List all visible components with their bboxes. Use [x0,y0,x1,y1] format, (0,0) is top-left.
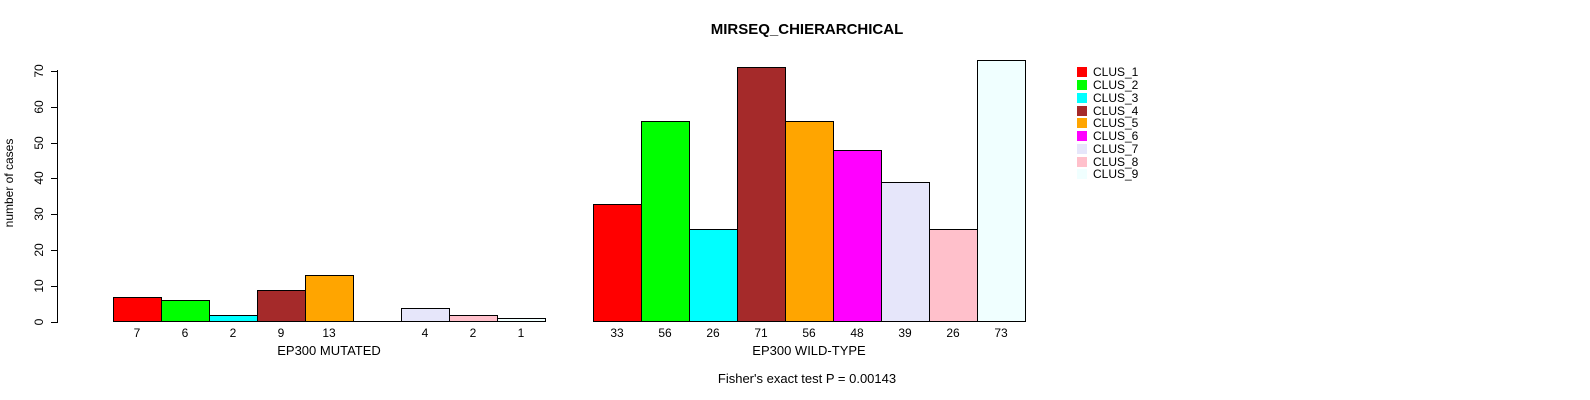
legend-color-swatch [1077,156,1087,167]
legend-item: CLUS_6 [1077,130,1138,143]
legend-item: CLUS_5 [1077,117,1138,130]
legend-label: CLUS_8 [1093,154,1139,169]
legend-label: CLUS_3 [1093,90,1139,105]
y-tick-mark [51,214,57,215]
bar-value-label: 26 [706,326,720,340]
y-tick-label: 50 [32,136,46,150]
legend-item: CLUS_8 [1077,155,1138,168]
legend-color-swatch [1077,67,1087,78]
legend-label: CLUS_1 [1093,65,1139,80]
y-tick-label: 10 [32,279,46,293]
bar [737,67,786,322]
y-tick-mark [51,71,57,72]
bar [929,229,978,322]
y-tick-mark [51,107,57,108]
bar [209,315,258,322]
y-tick-label: 60 [32,100,46,114]
y-tick-label: 0 [32,318,46,326]
legend-label: CLUS_5 [1093,116,1139,131]
y-tick-mark [51,178,57,179]
legend-item: CLUS_3 [1077,92,1138,105]
bar [593,204,642,322]
legend-item: CLUS_4 [1077,104,1138,117]
legend-label: CLUS_6 [1093,129,1139,144]
y-axis-line [57,70,58,323]
y-tick-mark [51,322,57,323]
legend-item: CLUS_1 [1077,66,1138,79]
bar [401,308,450,322]
bar [689,229,738,322]
y-tick-label: 70 [32,64,46,78]
y-tick-label: 20 [32,243,46,257]
fisher-test-annotation: Fisher's exact test P = 0.00143 [717,371,897,386]
bar-value-label: 26 [946,326,960,340]
legend-color-swatch [1077,105,1087,116]
legend-label: CLUS_9 [1093,167,1139,182]
x-axis-group-label: EP300 WILD-TYPE [752,343,866,358]
bar [833,150,882,322]
legend-color-swatch [1077,143,1087,154]
y-axis-label: number of cases [2,138,16,228]
bar-zero [353,321,402,322]
bar-value-label: 56 [658,326,672,340]
bar-value-label: 2 [469,326,477,340]
legend-label: CLUS_2 [1093,78,1139,93]
legend-color-swatch [1077,118,1087,129]
legend-color-swatch [1077,131,1087,142]
bar-value-label: 73 [994,326,1008,340]
y-tick-label: 30 [32,207,46,221]
y-tick-mark [51,286,57,287]
bar-value-label: 1 [517,326,525,340]
bar [881,182,930,322]
legend-label: CLUS_4 [1093,103,1139,118]
y-tick-label: 40 [32,171,46,185]
bar [497,318,546,322]
legend-color-swatch [1077,80,1087,91]
bar-value-label: 6 [181,326,189,340]
bar [305,275,354,322]
bar [161,300,210,322]
x-axis-group-label: EP300 MUTATED [277,343,381,358]
legend: CLUS_1 CLUS_2 CLUS_3 CLUS_4 CLUS_5 CLUS_6 CLUS… [1077,66,1138,181]
legend-label: CLUS_7 [1093,141,1139,156]
bar-value-label: 2 [229,326,237,340]
bar [977,60,1026,322]
bar-value-label: 7 [133,326,141,340]
bar-value-label: 48 [850,326,864,340]
legend-item: CLUS_2 [1077,79,1138,92]
bar-value-label: 71 [754,326,768,340]
y-tick-mark [51,250,57,251]
bar [785,121,834,322]
bar-value-label: 4 [421,326,429,340]
bar-value-label: 13 [322,326,336,340]
y-tick-mark [51,143,57,144]
bar [257,290,306,322]
legend-item: CLUS_7 [1077,143,1138,156]
chart-title: MIRSEQ_CHIERARCHICAL [710,21,904,38]
legend-item: CLUS_9 [1077,168,1138,181]
bar-value-label: 9 [277,326,285,340]
legend-color-swatch [1077,92,1087,103]
legend-color-swatch [1077,169,1087,180]
bar-value-label: 56 [802,326,816,340]
bar [641,121,690,322]
bar [449,315,498,322]
bar-value-label: 39 [898,326,912,340]
bar [113,297,162,322]
bar-value-label: 33 [610,326,624,340]
